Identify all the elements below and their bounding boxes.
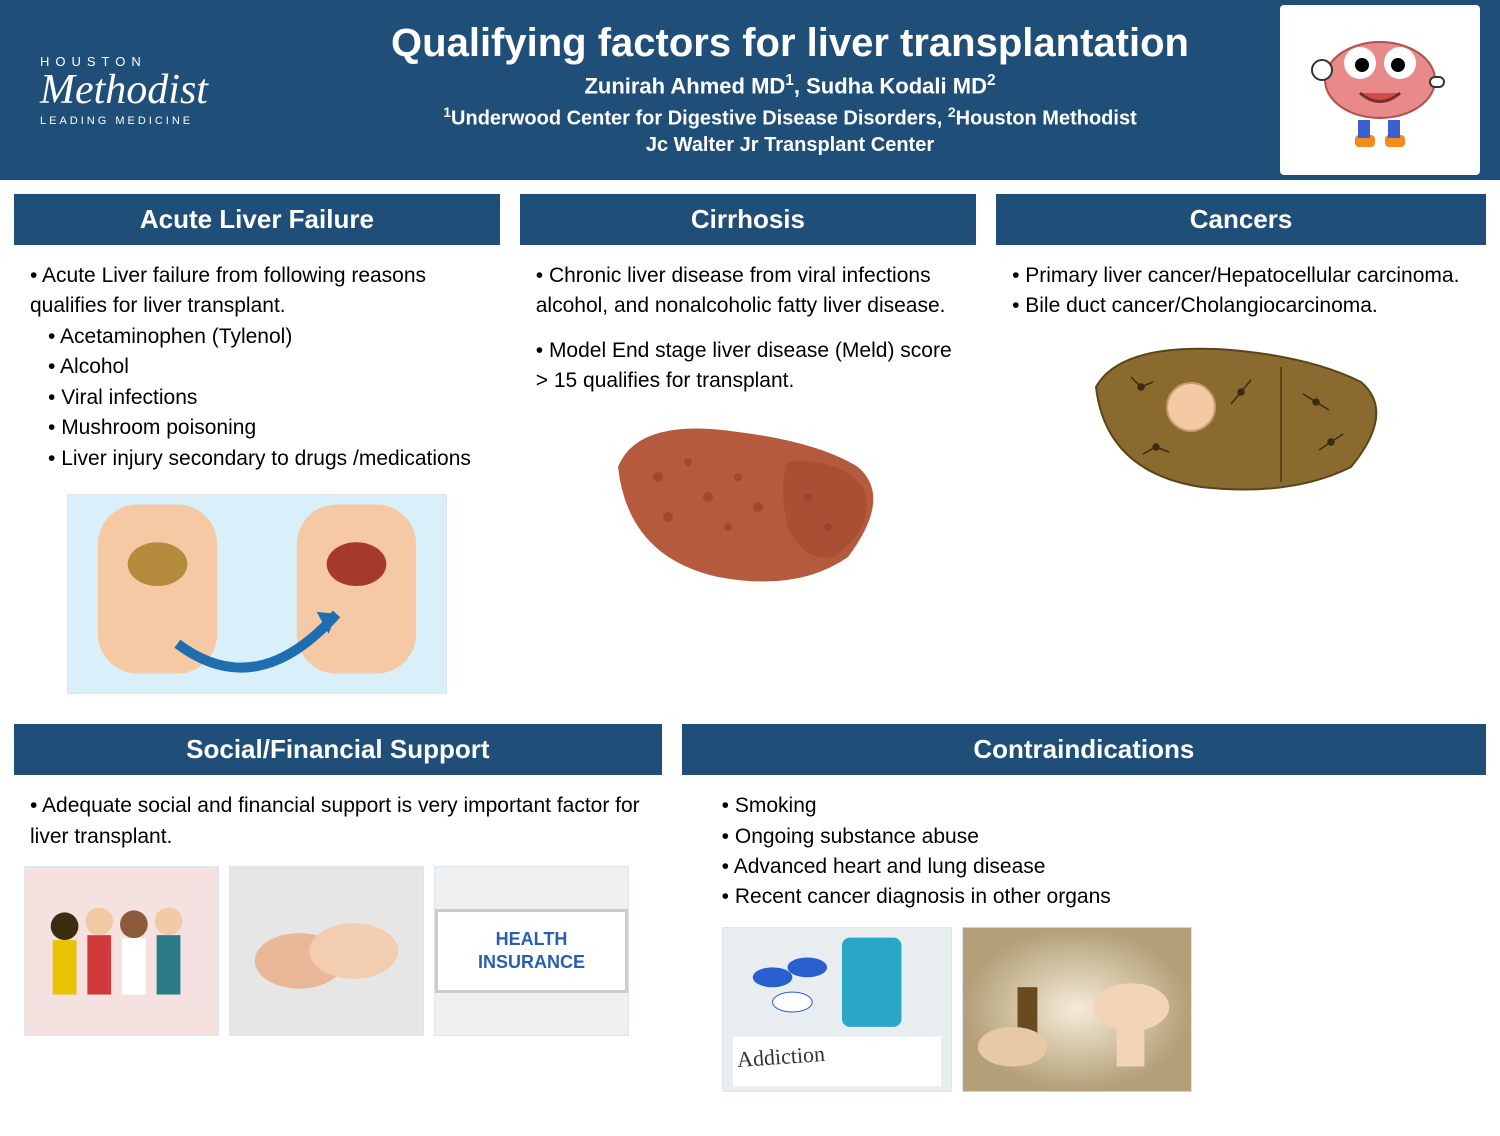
addiction-pills-image: Addiction: [722, 927, 952, 1092]
acute-item-3: Mushroom poisoning: [30, 413, 490, 443]
card-body-social: Adequate social and financial support is…: [14, 775, 662, 1046]
card-header-social: Social/Financial Support: [14, 724, 662, 775]
acute-intro: Acute Liver failure from following reaso…: [30, 261, 490, 322]
health-insurance-image: HEALTH INSURANCE: [434, 866, 629, 1036]
header-center: Qualifying factors for liver transplanta…: [300, 21, 1280, 160]
card-acute-liver-failure: Acute Liver Failure Acute Liver failure …: [14, 194, 500, 704]
cirrhosis-item-1: Model End stage liver disease (Meld) sco…: [536, 336, 966, 397]
contra-item-1: Ongoing substance abuse: [722, 822, 1476, 852]
card-body-acute: Acute Liver failure from following reaso…: [14, 245, 500, 704]
card-contraindications: Contraindications Smoking Ongoing substa…: [682, 724, 1486, 1102]
row-1: Acute Liver Failure Acute Liver failure …: [14, 194, 1486, 704]
header-bar: HOUSTON Methodist LEADING MEDICINE Quali…: [0, 0, 1500, 180]
card-header-contra: Contraindications: [682, 724, 1486, 775]
card-header-cirrhosis: Cirrhosis: [520, 194, 976, 245]
row-2: Social/Financial Support Adequate social…: [14, 724, 1486, 1102]
logo-main-text: Methodist: [40, 69, 300, 111]
card-social-financial: Social/Financial Support Adequate social…: [14, 724, 662, 1102]
cancer-liver-icon: [1081, 332, 1401, 502]
contra-item-0: Smoking: [722, 791, 1476, 821]
cirrhosis-liver-icon: [598, 407, 898, 597]
card-body-cirrhosis: Chronic liver disease from viral infecti…: [520, 245, 976, 607]
affiliations-line: 1Underwood Center for Digestive Disease …: [320, 103, 1260, 160]
authors-line: Zunirah Ahmed MD1, Sudha Kodali MD2: [320, 72, 1260, 99]
card-header-cancers: Cancers: [996, 194, 1486, 245]
logo-sub-text: LEADING MEDICINE: [40, 115, 300, 127]
cirrhosis-item-0: Chronic liver disease from viral infecti…: [536, 261, 966, 322]
health-insurance-label: HEALTH INSURANCE: [435, 909, 628, 994]
content-area: Acute Liver Failure Acute Liver failure …: [0, 180, 1500, 1136]
card-header-acute: Acute Liver Failure: [14, 194, 500, 245]
social-text: Adequate social and financial support is…: [30, 791, 652, 852]
social-images-row: HEALTH INSURANCE: [24, 866, 652, 1036]
support-group-image: [24, 866, 219, 1036]
addiction-label: Addiction: [736, 1038, 826, 1076]
cancers-item-0: Primary liver cancer/Hepatocellular carc…: [1012, 261, 1476, 291]
holding-hands-image: [229, 866, 424, 1036]
card-cancers: Cancers Primary liver cancer/Hepatocellu…: [996, 194, 1486, 704]
liver-mascot-icon: [1280, 5, 1480, 175]
card-cirrhosis: Cirrhosis Chronic liver disease from vir…: [520, 194, 976, 704]
contra-item-3: Recent cancer diagnosis in other organs: [722, 882, 1476, 912]
contra-images-row: Addiction: [692, 927, 1476, 1092]
card-body-contra: Smoking Ongoing substance abuse Advanced…: [682, 775, 1486, 1102]
poster-title: Qualifying factors for liver transplanta…: [320, 21, 1260, 66]
acute-item-0: Acetaminophen (Tylenol): [30, 322, 490, 352]
acute-item-4: Liver injury secondary to drugs /medicat…: [30, 444, 490, 474]
logo-block: HOUSTON Methodist LEADING MEDICINE: [40, 54, 300, 127]
contra-item-2: Advanced heart and lung disease: [722, 852, 1476, 882]
cancers-item-1: Bile duct cancer/Cholangiocarcinoma.: [1012, 291, 1476, 321]
refuse-alcohol-image: [962, 927, 1192, 1092]
card-body-cancers: Primary liver cancer/Hepatocellular carc…: [996, 245, 1486, 512]
acute-image: [67, 494, 447, 694]
acute-item-1: Alcohol: [30, 352, 490, 382]
acute-item-2: Viral infections: [30, 383, 490, 413]
